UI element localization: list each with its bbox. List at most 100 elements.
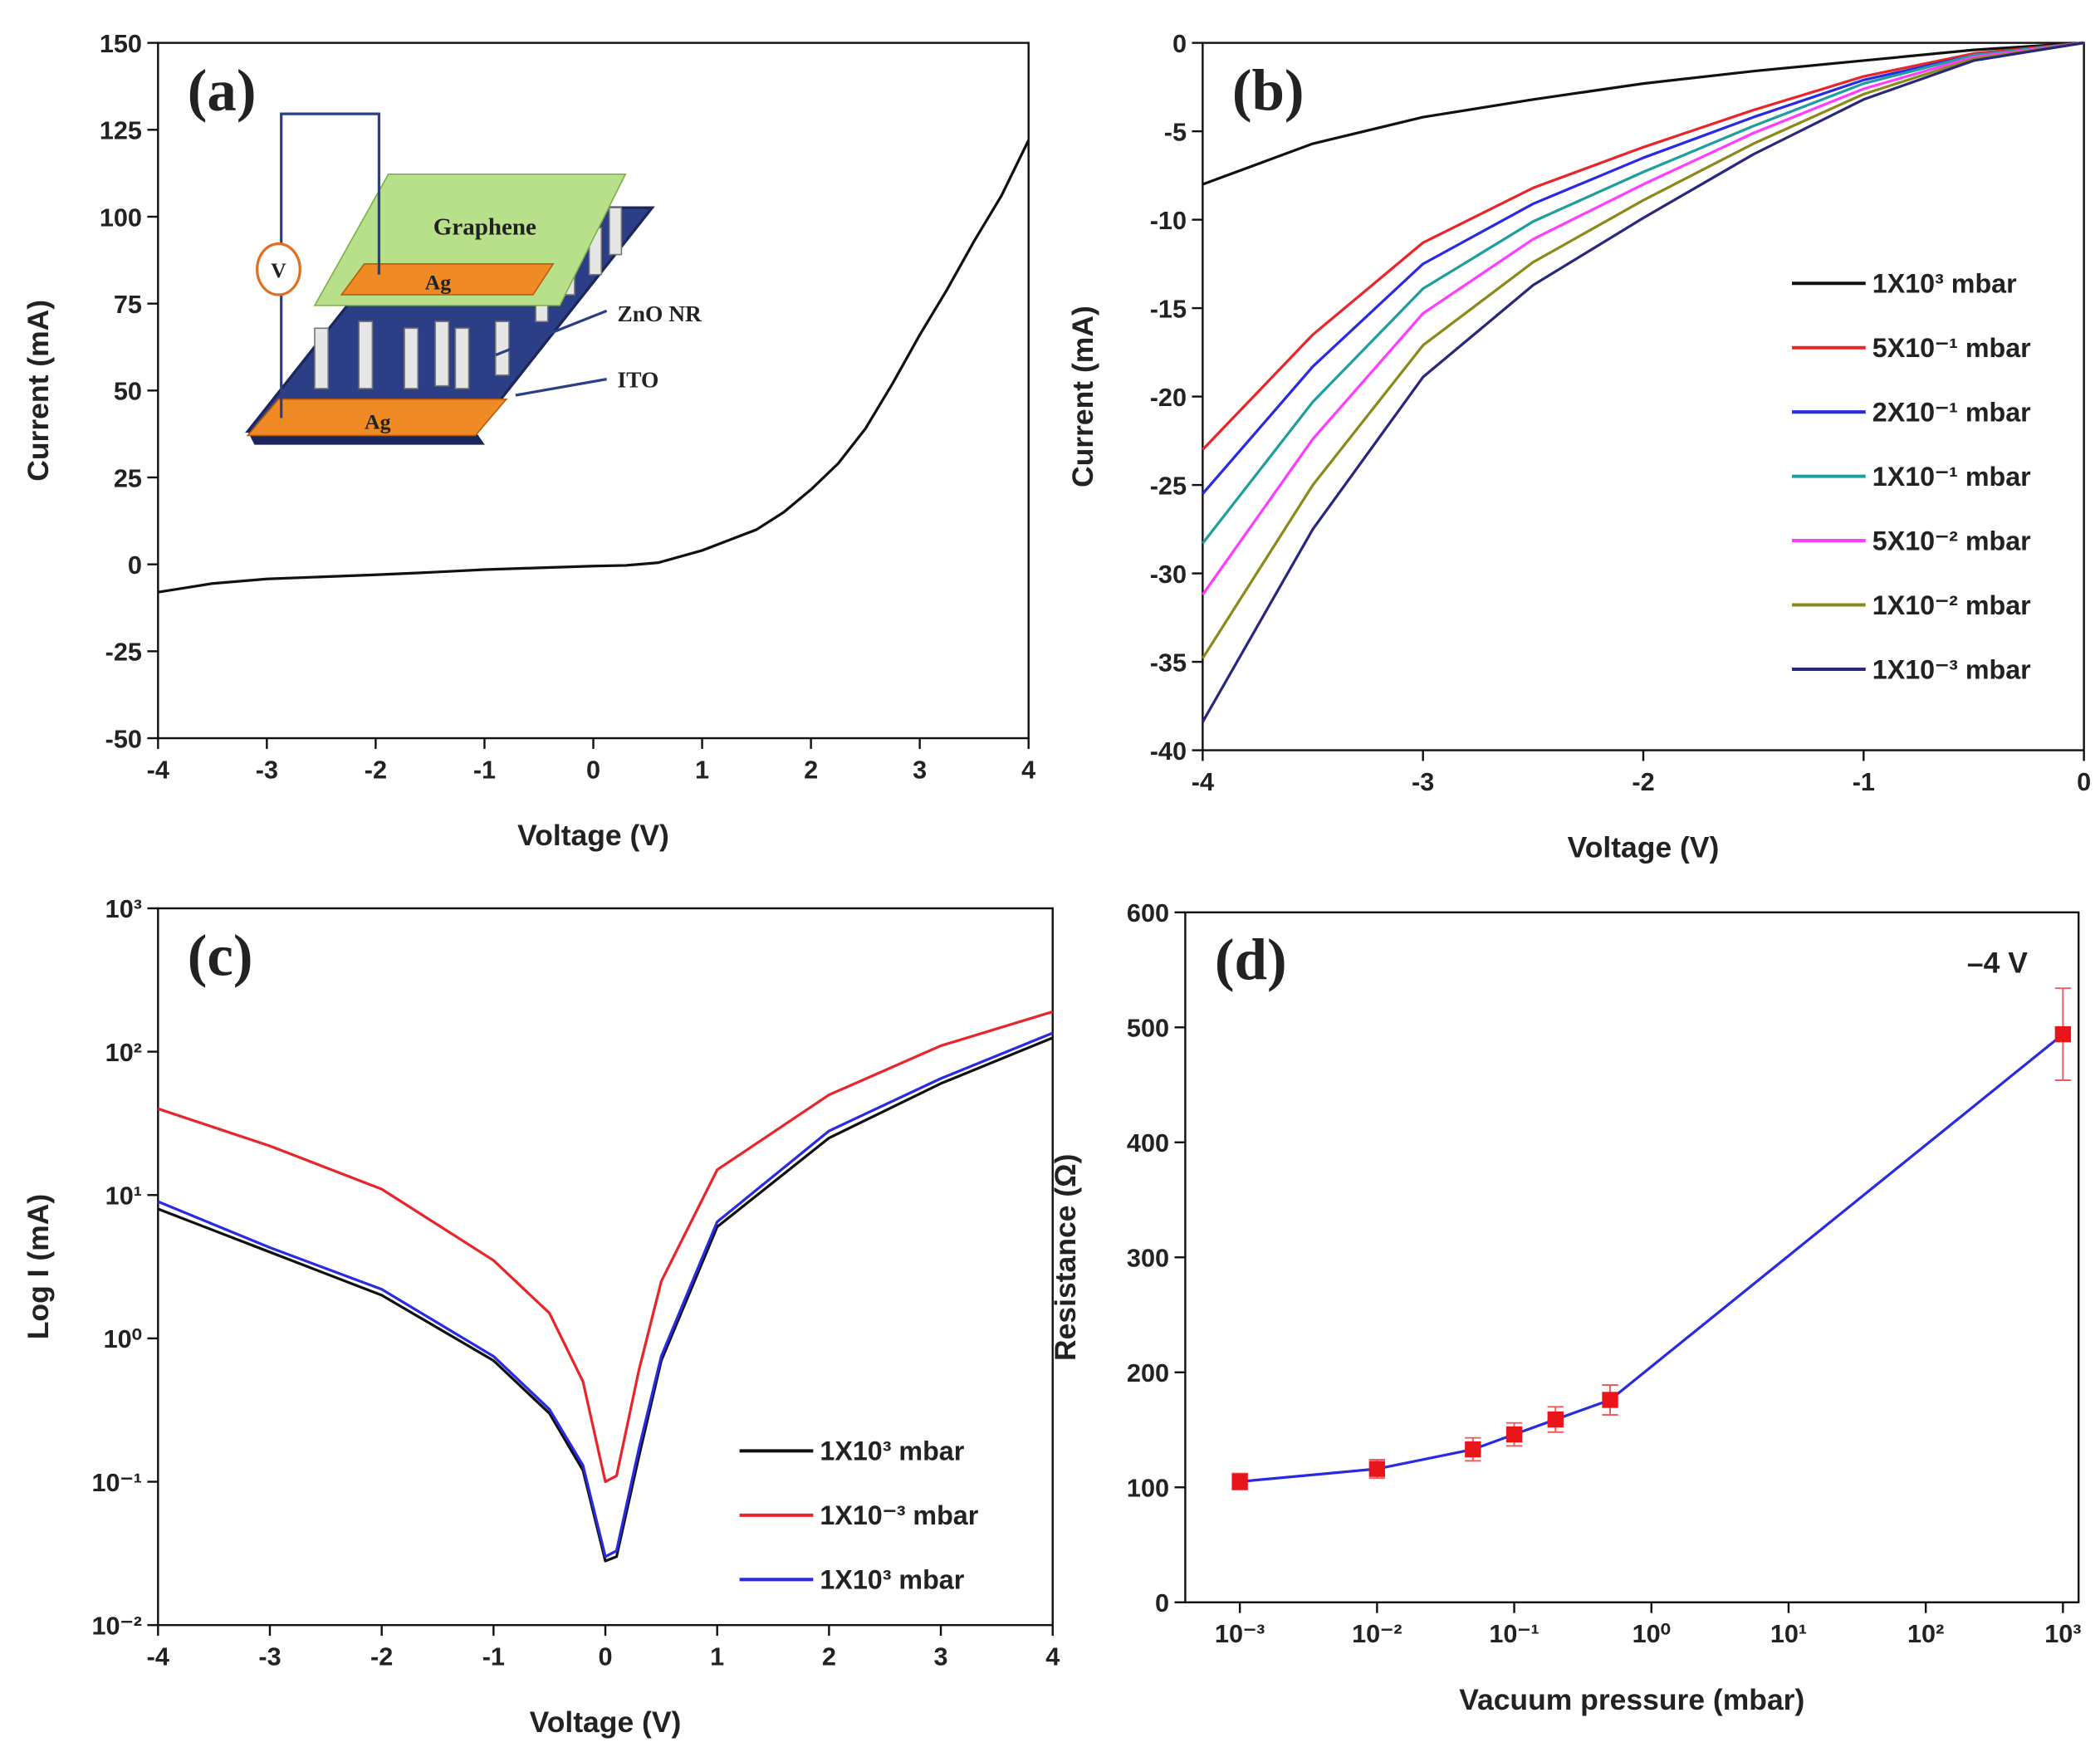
x-tick-label: -2 — [370, 1643, 393, 1671]
x-tick-label: 4 — [1021, 756, 1035, 784]
series-line — [1202, 42, 2084, 451]
x-tick-label: 3 — [913, 756, 927, 784]
x-tick-label: -1 — [482, 1643, 505, 1671]
y-tick-label: -40 — [1150, 737, 1187, 766]
series-line — [157, 1031, 1054, 1559]
x-axis-title: Voltage (V) — [517, 819, 669, 852]
x-tick-label: 10⁻¹ — [1489, 1620, 1539, 1648]
y-tick-label: 600 — [1127, 899, 1169, 927]
y-tick-label: 150 — [100, 30, 142, 58]
arrow — [495, 309, 608, 357]
inset-label: Graphene — [433, 213, 536, 240]
series-line — [1202, 42, 2084, 659]
x-tick-label: -3 — [1412, 768, 1434, 796]
device-inset: Graphene Ag V ZnO NR ITO Ag — [245, 112, 702, 445]
y-tick-label: 0 — [1172, 30, 1187, 58]
x-tick-label: 1 — [710, 1643, 724, 1671]
legend-label: 1X10³ mbar — [820, 1436, 964, 1466]
y-tick-label: 0 — [128, 551, 142, 580]
y-tick-label: 500 — [1127, 1015, 1169, 1043]
marker — [1465, 1441, 1481, 1458]
x-tick-label: -4 — [147, 756, 169, 784]
y-tick-label: -5 — [1164, 118, 1187, 146]
y-tick-label: 400 — [1127, 1129, 1169, 1157]
x-axis-title: Vacuum pressure (mbar) — [1459, 1683, 1804, 1716]
legend-label: 5X10⁻² mbar — [1872, 526, 2031, 555]
legend-label: 1X10⁻¹ mbar — [1872, 462, 2031, 492]
x-tick-label: 1 — [695, 756, 709, 784]
y-tick-label: 75 — [114, 291, 142, 319]
legend-label: 5X10⁻¹ mbar — [1872, 333, 2031, 363]
marker — [1602, 1392, 1618, 1408]
x-tick-label: 10⁻² — [1352, 1620, 1402, 1648]
marker — [1368, 1461, 1386, 1477]
y-tick-label: 10³ — [105, 895, 142, 923]
voltmeter — [256, 242, 301, 296]
series-line — [1239, 1033, 2064, 1483]
y-axis-title: Current (mA) — [1066, 306, 1099, 487]
y-tick-label: -50 — [105, 725, 142, 753]
y-tick-label: 10⁻² — [92, 1612, 142, 1640]
x-tick-label: -4 — [1192, 768, 1214, 796]
y-tick-label: 300 — [1127, 1245, 1169, 1273]
x-tick-label: 10² — [1907, 1620, 1944, 1648]
x-tick-label: 10³ — [2044, 1620, 2081, 1648]
inset-label: ITO — [618, 367, 659, 392]
x-tick-label: -3 — [258, 1643, 281, 1671]
y-axis-title: Current (mA) — [22, 300, 55, 482]
x-tick-label: -1 — [1853, 768, 1875, 796]
y-tick-label: 200 — [1127, 1359, 1169, 1387]
panel-label: (d) — [1215, 927, 1287, 992]
panel-label: (a) — [188, 58, 257, 123]
y-tick-label: 10² — [105, 1039, 142, 1067]
bottom-ag — [246, 399, 508, 437]
y-tick-label: 25 — [114, 464, 142, 492]
y-axis-title: Resistance (Ω) — [1049, 1154, 1082, 1361]
inset-label: Ag — [425, 271, 452, 295]
x-tick-label: -1 — [473, 756, 496, 784]
legend-label: 1X10⁻² mbar — [1872, 590, 2031, 620]
inset-label: Ag — [365, 409, 391, 433]
legend-label: 1X10⁻³ mbar — [820, 1500, 978, 1530]
x-tick-label: -2 — [365, 756, 387, 784]
plot-frame — [1184, 911, 2080, 1603]
y-tick-label: 100 — [1127, 1475, 1169, 1503]
y-axis-title: Log I (mA) — [22, 1194, 55, 1339]
y-tick-label: 50 — [114, 378, 142, 406]
x-tick-label: 4 — [1045, 1643, 1060, 1671]
panel-label: (b) — [1232, 58, 1305, 123]
series-line — [157, 1036, 1054, 1563]
marker — [1505, 1426, 1523, 1443]
y-tick-label: 100 — [100, 203, 142, 232]
legend-label: 1X10³ mbar — [820, 1565, 964, 1595]
top-ag — [340, 263, 555, 296]
y-tick-label: 10¹ — [105, 1182, 142, 1211]
x-tick-label: 10⁻³ — [1215, 1620, 1265, 1648]
legend-label: 1X10⁻³ mbar — [1872, 654, 2031, 684]
x-tick-label: -3 — [256, 756, 278, 784]
inset-label: V — [271, 258, 286, 282]
legend-label: 1X10³ mbar — [1872, 269, 2017, 299]
y-tick-label: 125 — [100, 117, 142, 145]
x-tick-label: 2 — [822, 1643, 836, 1671]
marker — [1547, 1411, 1564, 1428]
y-tick-label: -25 — [105, 639, 142, 667]
series-line — [1201, 42, 2084, 723]
panel-label: (c) — [188, 924, 253, 989]
y-tick-label: 10⁻¹ — [92, 1469, 142, 1497]
x-tick-label: -2 — [1632, 768, 1654, 796]
series-line — [158, 139, 1030, 594]
y-tick-label: -10 — [1150, 207, 1187, 235]
inset-label: ZnO NR — [618, 301, 702, 326]
y-tick-label: -30 — [1150, 560, 1187, 589]
y-tick-label: -20 — [1150, 384, 1187, 412]
y-tick-label: -15 — [1150, 295, 1187, 323]
x-axis-title: Voltage (V) — [1568, 831, 1720, 864]
arrow — [515, 378, 607, 397]
marker — [1231, 1473, 1248, 1490]
x-tick-label: 10⁰ — [1633, 1620, 1671, 1648]
y-tick-label: -35 — [1150, 648, 1187, 677]
x-tick-label: 10¹ — [1770, 1620, 1807, 1648]
